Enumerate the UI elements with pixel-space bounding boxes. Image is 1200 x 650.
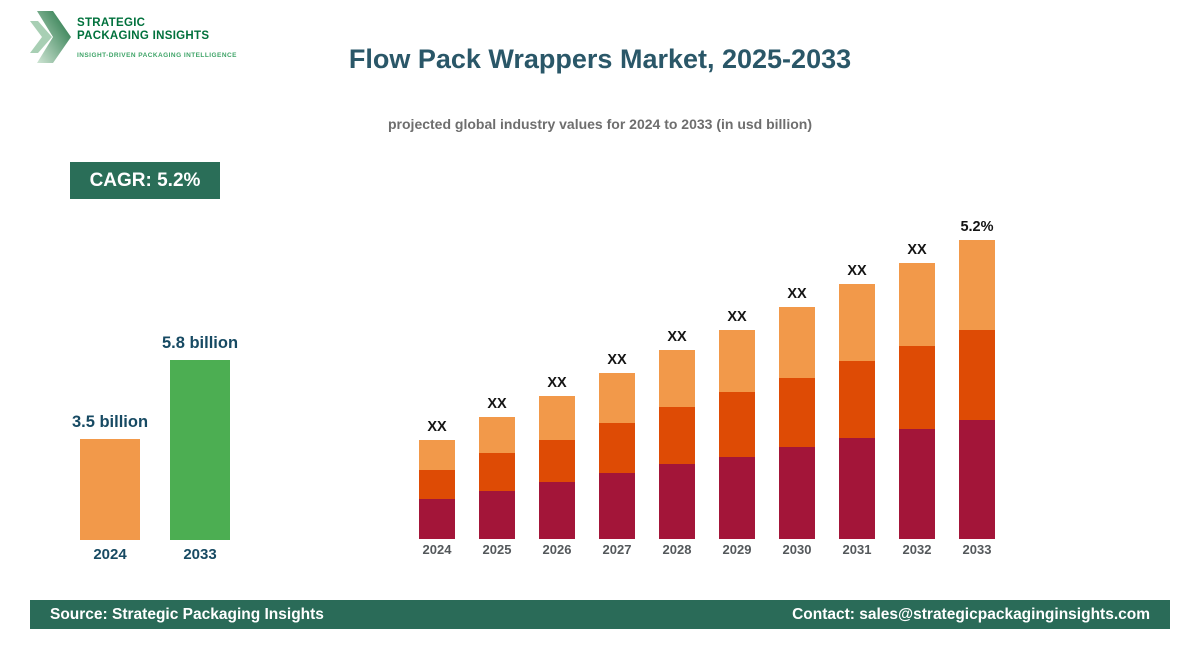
stacked-year-label-2025: 2025 — [482, 542, 512, 557]
stacked-year-label-2028: 2028 — [662, 542, 692, 557]
logo-name-line1: STRATEGIC — [77, 17, 146, 29]
stacked-segment-bottom-2025 — [479, 491, 515, 539]
summary-value-label-2033: 5.8 billion — [161, 334, 239, 352]
summary-value-label-2024: 3.5 billion — [71, 413, 149, 431]
stacked-segment-top-2028 — [659, 350, 695, 407]
stacked-bar-label-2030: XX — [787, 286, 807, 302]
stacked-bar-2029 — [719, 330, 755, 539]
page-subtitle: projected global industry values for 202… — [388, 116, 812, 132]
stacked-segment-bottom-2029 — [719, 457, 755, 539]
stacked-segment-top-2026 — [539, 396, 575, 440]
stacked-bar-2032 — [899, 263, 935, 539]
stacked-segment-middle-2027 — [599, 423, 635, 473]
stacked-segment-top-2025 — [479, 417, 515, 453]
summary-bar-2033 — [170, 360, 230, 540]
stacked-bar-2024 — [419, 440, 455, 539]
stacked-bar-label-2026: XX — [547, 375, 567, 391]
stacked-bar-2030 — [779, 307, 815, 539]
stacked-bar-label-2025: XX — [487, 396, 507, 412]
stacked-bar-2027 — [599, 373, 635, 539]
stacked-year-label-2026: 2026 — [542, 542, 572, 557]
stacked-bar-label-2033: 5.2% — [960, 219, 994, 235]
stacked-segment-top-2030 — [779, 307, 815, 378]
logo-text: STRATEGIC PACKAGING INSIGHTS INSIGHT-DRI… — [77, 10, 237, 59]
stacked-bar-2033 — [959, 240, 995, 539]
stacked-year-label-2032: 2032 — [902, 542, 932, 557]
stacked-bar-label-2032: XX — [907, 242, 927, 258]
stacked-segment-middle-2024 — [419, 470, 455, 499]
cagr-badge: CAGR: 5.2% — [70, 162, 220, 199]
stacked-segment-middle-2030 — [779, 378, 815, 447]
stacked-year-label-2029: 2029 — [722, 542, 752, 557]
stacked-segment-top-2024 — [419, 440, 455, 470]
stacked-bar-label-2027: XX — [607, 352, 627, 368]
stacked-segment-top-2033 — [959, 240, 995, 330]
stacked-segment-top-2027 — [599, 373, 635, 423]
summary-bar-2024 — [80, 439, 140, 540]
summary-year-label-2024: 2024 — [93, 546, 127, 563]
footer-bar: Source: Strategic Packaging Insights Con… — [30, 600, 1170, 629]
stacked-segment-middle-2032 — [899, 346, 935, 429]
stacked-segment-bottom-2024 — [419, 499, 455, 539]
yearly-stacked-chart: XX 2024 XX 2025 XX 2026 XX 2027 XX 2028 XX 2029 XX 20… — [400, 205, 1010, 560]
stacked-bar-label-2029: XX — [727, 309, 747, 325]
stacked-bar-2031 — [839, 284, 875, 539]
stacked-year-label-2031: 2031 — [842, 542, 872, 557]
stacked-bar-label-2031: XX — [847, 263, 867, 279]
page-title: Flow Pack Wrappers Market, 2025-2033 — [348, 44, 852, 74]
stacked-segment-middle-2025 — [479, 453, 515, 491]
stacked-year-label-2033: 2033 — [962, 542, 992, 557]
cagr-badge-label: CAGR: 5.2% — [89, 169, 201, 191]
stacked-segment-middle-2033 — [959, 330, 995, 420]
stacked-segment-middle-2029 — [719, 392, 755, 457]
logo-chevron-icon — [30, 10, 72, 69]
stacked-bar-2025 — [479, 417, 515, 539]
stacked-year-label-2030: 2030 — [782, 542, 812, 557]
stacked-bar-2028 — [659, 350, 695, 539]
stacked-segment-middle-2026 — [539, 440, 575, 482]
stacked-segment-middle-2031 — [839, 361, 875, 438]
stacked-year-label-2024: 2024 — [422, 542, 452, 557]
growth-summary-chart: 3.5 billion 2024 5.8 billion 2033 — [50, 330, 262, 565]
stacked-segment-bottom-2027 — [599, 473, 635, 539]
stacked-segment-top-2031 — [839, 284, 875, 361]
stacked-bar-label-2024: XX — [427, 419, 447, 435]
logo-name-line2: PACKAGING INSIGHTS — [77, 29, 210, 42]
stacked-segment-top-2029 — [719, 330, 755, 392]
footer-contact-text: Contact: sales@strategicpackaginginsight… — [792, 605, 1150, 623]
stacked-segment-bottom-2033 — [959, 420, 995, 539]
stacked-segment-bottom-2030 — [779, 447, 815, 539]
stacked-segment-bottom-2026 — [539, 482, 575, 539]
company-logo: STRATEGIC PACKAGING INSIGHTS INSIGHT-DRI… — [30, 10, 237, 69]
stacked-bar-2026 — [539, 396, 575, 539]
logo-tagline: INSIGHT-DRIVEN PACKAGING INTELLIGENCE — [77, 51, 237, 59]
stacked-segment-top-2032 — [899, 263, 935, 346]
stacked-bar-label-2028: XX — [667, 329, 687, 345]
summary-year-label-2033: 2033 — [183, 546, 217, 563]
stacked-year-label-2027: 2027 — [602, 542, 632, 557]
stacked-segment-bottom-2028 — [659, 464, 695, 539]
stacked-segment-middle-2028 — [659, 407, 695, 464]
stacked-segment-bottom-2031 — [839, 438, 875, 539]
stacked-segment-bottom-2032 — [899, 429, 935, 539]
footer-source-text: Source: Strategic Packaging Insights — [50, 605, 324, 623]
